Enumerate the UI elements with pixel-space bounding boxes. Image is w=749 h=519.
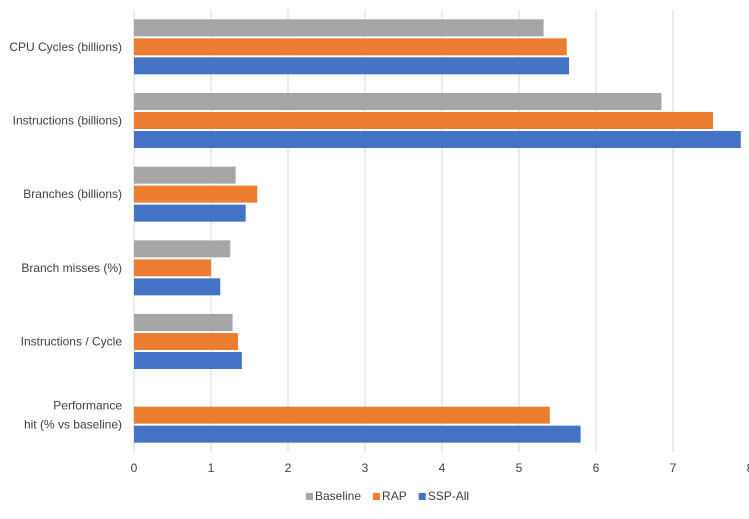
bars-group bbox=[134, 19, 741, 443]
x-tick-label: 1 bbox=[208, 461, 215, 475]
bar-rap bbox=[134, 406, 550, 424]
bar-baseline bbox=[134, 240, 231, 258]
legend-label: SSP-All bbox=[428, 489, 469, 503]
x-tick-label: 0 bbox=[131, 461, 138, 475]
legend-label: Baseline bbox=[315, 489, 361, 503]
bar-baseline bbox=[134, 314, 233, 331]
legend-swatch bbox=[418, 493, 426, 500]
bar-rap bbox=[134, 112, 714, 129]
x-tick-label: 5 bbox=[516, 461, 523, 475]
bar-ssp-all bbox=[134, 204, 246, 222]
bar-rap bbox=[134, 259, 211, 277]
legend-label: RAP bbox=[382, 489, 407, 503]
x-tick-label: 3 bbox=[362, 461, 369, 475]
bar-baseline bbox=[134, 166, 236, 184]
legend-swatch bbox=[373, 493, 381, 500]
category-label: Instructions (billions) bbox=[13, 114, 122, 128]
category-label: Branches (billions) bbox=[23, 187, 122, 201]
grid-lines bbox=[133, 10, 674, 452]
bar-baseline bbox=[134, 93, 662, 110]
category-labels: CPU Cycles (billions) Instructions (billi… bbox=[9, 40, 122, 432]
category-label: Performance hit (% vs baseline) bbox=[24, 399, 122, 432]
x-tick-label: 7 bbox=[670, 461, 677, 475]
legend-swatch bbox=[306, 493, 313, 500]
x-tick-label: 2 bbox=[285, 461, 292, 475]
bar-ssp-all bbox=[134, 131, 741, 148]
category-label: CPU Cycles (billions) bbox=[9, 40, 122, 54]
bar-ssp-all bbox=[134, 57, 570, 75]
legend: Baseline RAP SSP-All bbox=[306, 489, 469, 503]
category-label: Branch misses (%) bbox=[21, 261, 122, 275]
category-label: Instructions / Cycle bbox=[21, 335, 123, 349]
x-tick-label: 4 bbox=[439, 461, 446, 475]
x-tick-label: 8 bbox=[747, 461, 749, 475]
x-tick-label: 6 bbox=[593, 461, 600, 475]
bar-ssp-all bbox=[134, 352, 242, 369]
x-tick-labels: 0 1 2 3 4 5 6 7 8 bbox=[131, 461, 749, 475]
bar-ssp-all bbox=[134, 425, 581, 443]
bar-rap bbox=[134, 38, 567, 56]
bar-ssp-all bbox=[134, 278, 221, 296]
bar-baseline bbox=[134, 19, 544, 37]
bar-rap bbox=[134, 333, 238, 350]
bar-rap bbox=[134, 185, 258, 203]
